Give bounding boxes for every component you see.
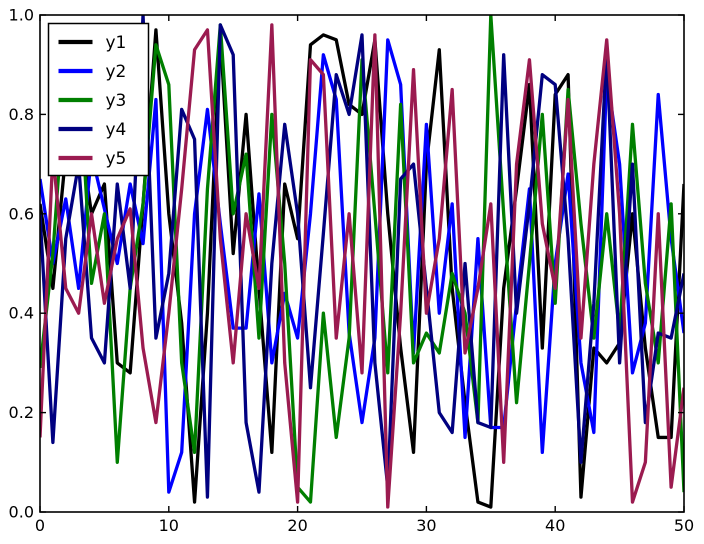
- legend-label-y4: y4: [106, 120, 127, 140]
- y-tick-label: 0.8: [9, 105, 34, 124]
- legend-label-y5: y5: [106, 149, 127, 169]
- x-tick-label: 0: [35, 516, 45, 535]
- legend-label-y2: y2: [106, 62, 127, 82]
- x-tick-label: 20: [287, 516, 307, 535]
- x-tick-label: 50: [674, 516, 694, 535]
- y-tick-label: 0.2: [9, 403, 34, 422]
- series-line-y5: [40, 23, 684, 509]
- y-tick-label: 1.0: [9, 6, 34, 25]
- series-line-y2: [40, 38, 684, 494]
- legend-label-y1: y1: [106, 33, 127, 53]
- y-tick-label: 0.0: [9, 503, 34, 522]
- x-tick-label: 40: [545, 516, 565, 535]
- legend-label-y3: y3: [106, 91, 127, 111]
- plot-border: [39, 14, 685, 513]
- y-tick-label: 0.6: [9, 204, 34, 223]
- y-tick-label: 0.4: [9, 304, 34, 323]
- x-tick-label: 30: [416, 516, 436, 535]
- x-tick-label: 10: [159, 516, 179, 535]
- legend: y1 y2 y3 y4 y5: [47, 22, 150, 177]
